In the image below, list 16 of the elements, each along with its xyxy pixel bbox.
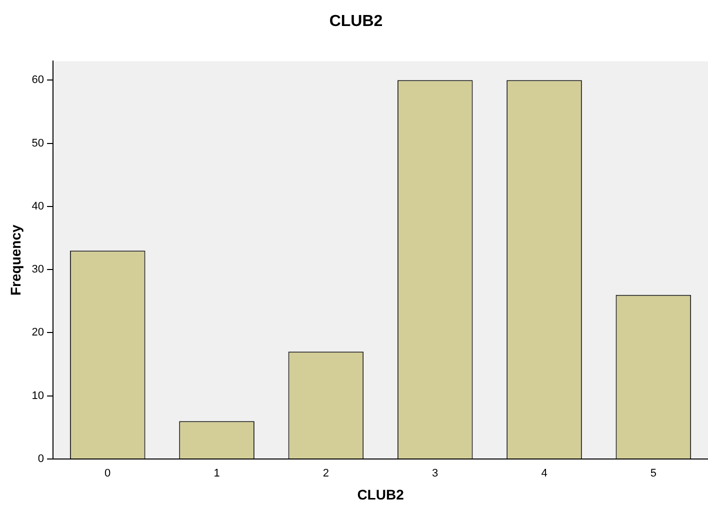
x-tick-label: 2 [322,468,329,480]
y-tick-label: 10 [32,390,44,402]
x-tick-label: 5 [650,468,656,480]
y-axis-title: Frequency [7,224,24,296]
y-tick-label: 20 [32,326,44,339]
y-tick-label: 0 [38,453,44,466]
x-tick-label: 4 [541,468,548,480]
y-tick-label: 30 [32,264,44,276]
x-tick-label: 3 [432,468,438,480]
x-tick-label: 0 [104,468,111,480]
x-tick-label: 1 [214,468,220,480]
chart-title: CLUB2 [329,13,383,30]
y-tick-label: 40 [32,200,44,212]
x-axis-title: CLUB2 [357,486,404,502]
y-tick-label: 60 [32,74,44,86]
y-tick-label: 50 [32,137,44,150]
